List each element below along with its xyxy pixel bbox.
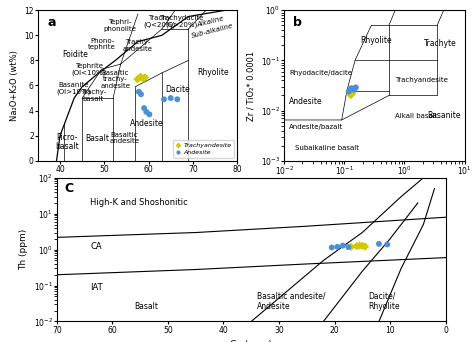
- Point: [347, 91, 355, 97]
- Y-axis label: Th (ppm): Th (ppm): [19, 229, 28, 270]
- Text: Subalkaline basalt: Subalkaline basalt: [295, 145, 359, 151]
- Point: [160, 96, 168, 102]
- Text: Basanite
(Ol>10%): Basanite (Ol>10%): [56, 81, 91, 94]
- Point: [167, 95, 174, 101]
- Text: Andesite: Andesite: [289, 97, 323, 106]
- Text: Rhyolite: Rhyolite: [197, 68, 228, 77]
- Y-axis label: Na₂O+K₂O (wt%): Na₂O+K₂O (wt%): [9, 50, 18, 121]
- Text: b: b: [293, 16, 302, 29]
- Point: [328, 245, 336, 250]
- Point: [345, 89, 353, 94]
- Point: [352, 85, 360, 90]
- Text: IAT: IAT: [90, 283, 103, 292]
- X-axis label: Nb/ Y: Nb/ Y: [363, 183, 386, 192]
- Legend: Trachyandesite, Andesite: Trachyandesite, Andesite: [173, 140, 234, 158]
- Text: Andesite: Andesite: [129, 119, 163, 128]
- Point: [146, 111, 153, 117]
- Point: [139, 76, 147, 81]
- Text: Basalt: Basalt: [135, 302, 159, 311]
- Point: [346, 87, 354, 92]
- Point: [347, 86, 355, 91]
- Text: Basaltic andesite/
Andesite: Basaltic andesite/ Andesite: [257, 291, 325, 311]
- Text: Rhyodacite/dacite: Rhyodacite/dacite: [289, 70, 352, 77]
- Text: Basaltic
trachy-
andesite: Basaltic trachy- andesite: [100, 70, 130, 89]
- Point: [134, 77, 141, 82]
- Text: Trachyandesite: Trachyandesite: [395, 77, 448, 83]
- Text: a: a: [48, 16, 56, 29]
- Point: [346, 92, 354, 97]
- Point: [141, 75, 149, 80]
- Text: Andesite/bazalt: Andesite/bazalt: [289, 123, 343, 130]
- Point: [334, 244, 341, 250]
- Point: [348, 91, 356, 96]
- Point: [173, 96, 181, 102]
- Text: Foidite: Foidite: [62, 50, 88, 58]
- Point: [358, 243, 366, 249]
- Point: [137, 92, 145, 97]
- Text: CA: CA: [90, 242, 102, 251]
- Text: Trachy
(Q<20%): Trachy (Q<20%): [144, 15, 176, 28]
- Point: [383, 242, 391, 247]
- Text: Trachy-
basalt: Trachy- basalt: [81, 89, 106, 102]
- Text: Alkaline: Alkaline: [196, 15, 225, 28]
- Text: Dacite: Dacite: [165, 85, 190, 94]
- Point: [361, 244, 369, 249]
- Text: Tephri-
phonolite: Tephri- phonolite: [103, 19, 136, 31]
- Text: Sub-alkaline: Sub-alkaline: [191, 23, 234, 39]
- Y-axis label: Zr / TiO₂* 0.0001: Zr / TiO₂* 0.0001: [246, 50, 255, 121]
- Point: [353, 244, 361, 249]
- Text: Tephrite
(Ol<10%): Tephrite (Ol<10%): [72, 63, 106, 76]
- Point: [347, 244, 355, 250]
- Point: [351, 86, 359, 91]
- Point: [135, 89, 143, 94]
- Text: Picro-
basalt: Picro- basalt: [55, 133, 79, 151]
- X-axis label: SiO₂ (wt%): SiO₂ (wt%): [113, 180, 162, 188]
- Point: [140, 105, 148, 111]
- Point: [143, 109, 150, 115]
- X-axis label: Co (ppm): Co (ppm): [230, 340, 272, 342]
- Point: [137, 74, 145, 79]
- Text: Rhyolite: Rhyolite: [360, 36, 392, 45]
- Point: [345, 244, 352, 250]
- Text: Trachyte: Trachyte: [424, 39, 457, 48]
- Point: [339, 243, 346, 248]
- Text: Trachy-
andesite: Trachy- andesite: [122, 39, 153, 52]
- Text: C: C: [64, 182, 74, 195]
- Text: Trachydacite
(Q>20%): Trachydacite (Q>20%): [160, 15, 204, 28]
- Text: Basalt: Basalt: [86, 134, 109, 143]
- Text: Phono-
tephrite: Phono- tephrite: [88, 38, 116, 50]
- Point: [347, 92, 355, 98]
- Text: High-K and Shoshonitic: High-K and Shoshonitic: [90, 198, 188, 208]
- Text: Basanite: Basanite: [427, 111, 460, 120]
- Point: [356, 243, 363, 248]
- Point: [350, 87, 357, 92]
- Text: Dacite/
Rhyolite: Dacite/ Rhyolite: [368, 291, 400, 311]
- Text: Basaltic
andesite: Basaltic andesite: [109, 132, 139, 144]
- Text: Alkali basalt: Alkali basalt: [395, 113, 438, 119]
- Point: [349, 86, 356, 92]
- Point: [375, 241, 383, 247]
